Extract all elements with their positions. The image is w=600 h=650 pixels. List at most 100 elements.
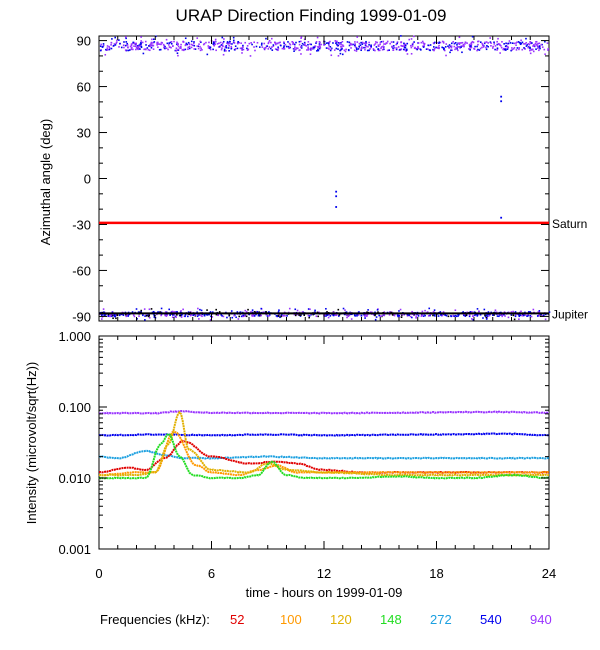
- azimuth-point: [511, 42, 514, 44]
- azimuth-point: [354, 46, 357, 48]
- azimuth-point: [445, 43, 448, 45]
- azimuth-point: [437, 315, 440, 317]
- azimuth-point: [293, 43, 296, 46]
- azimuth-point: [540, 43, 543, 46]
- azimuth-point: [479, 313, 482, 316]
- azimuth-point: [341, 46, 343, 48]
- azimuth-point: [496, 48, 499, 50]
- azimuth-point: [265, 311, 267, 313]
- azimuth-point: [342, 307, 345, 310]
- azimuth-point: [242, 46, 244, 49]
- azimuth-point: [318, 44, 321, 47]
- azimuth-point: [372, 49, 375, 51]
- azimuth-point: [393, 46, 396, 49]
- series-line-940: [99, 409, 550, 415]
- azimuth-point: [277, 314, 280, 317]
- azimuth-point: [347, 49, 350, 51]
- azimuth-point: [487, 45, 489, 48]
- azimuth-point: [455, 47, 457, 49]
- azimuth-point: [140, 42, 142, 45]
- azimuth-point: [212, 43, 215, 45]
- azimuth-point: [303, 44, 306, 47]
- azimuth-point: [361, 46, 363, 48]
- azimuth-point: [445, 54, 447, 57]
- azimuth-point: [442, 47, 445, 49]
- azimuth-point: [455, 315, 458, 318]
- azimuth-point: [537, 314, 540, 317]
- azimuth-point: [494, 309, 497, 312]
- azimuth-point: [376, 41, 378, 44]
- azimuth-point: [347, 315, 350, 317]
- azimuth-point: [520, 310, 522, 313]
- azimuth-point: [433, 47, 436, 50]
- legend-entry-540: 540: [480, 612, 502, 627]
- azimuth-point: [438, 47, 440, 50]
- azimuth-point: [125, 313, 127, 316]
- azimuth-point: [317, 49, 320, 52]
- azimuth-point: [268, 314, 271, 316]
- azimuth-point: [223, 38, 225, 40]
- azimuth-point: [99, 45, 102, 48]
- azimuth-point: [378, 49, 381, 52]
- azimuth-point: [173, 311, 176, 313]
- azimuth-point: [160, 314, 162, 317]
- azimuth-point: [490, 44, 492, 47]
- azimuth-point: [228, 50, 230, 52]
- azimuth-point: [360, 314, 363, 317]
- azimuth-point: [468, 314, 471, 316]
- azimuth-point: [448, 44, 451, 46]
- azimuth-point: [364, 44, 367, 47]
- azimuth-point: [140, 43, 142, 46]
- azimuth-point: [337, 48, 339, 50]
- azimuth-point: [329, 49, 332, 52]
- azimuth-point: [135, 43, 138, 45]
- azimuth-point: [106, 48, 109, 51]
- azimuth-point: [232, 36, 235, 39]
- azimuth-point: [366, 49, 369, 52]
- azimuth-point: [244, 41, 247, 44]
- azimuth-point: [487, 311, 490, 313]
- azimuth-point: [364, 46, 367, 49]
- azimuth-point: [427, 48, 429, 50]
- azimuth-point: [250, 311, 252, 313]
- azimuth-point: [361, 43, 364, 45]
- azimuth-point: [175, 47, 178, 50]
- azimuth-point: [443, 48, 445, 51]
- azimuth-point: [180, 45, 182, 48]
- azimuth-point: [368, 44, 370, 46]
- azimuth-point: [105, 49, 108, 51]
- azimuth-point: [229, 40, 231, 43]
- azimuth-point: [267, 41, 270, 44]
- azimuth-point: [471, 40, 474, 43]
- x-tick-label: 0: [95, 566, 102, 581]
- azimuth-point: [472, 318, 475, 321]
- azimuth-point: [507, 316, 510, 319]
- azimuth-point: [444, 314, 446, 316]
- azimuth-point: [130, 48, 133, 51]
- azimuth-point: [375, 46, 378, 48]
- azimuth-point: [403, 45, 405, 48]
- azimuth-point: [108, 315, 111, 317]
- azimuth-point: [218, 42, 220, 45]
- azimuth-point: [101, 316, 104, 318]
- azimuth-point: [118, 46, 120, 48]
- azimuth-point: [236, 311, 239, 313]
- azimuth-point: [115, 317, 117, 320]
- azimuth-point: [292, 41, 294, 44]
- azimuth-point: [481, 46, 483, 49]
- legend-entry-940: 940: [530, 612, 552, 627]
- azimuth-point: [405, 50, 407, 52]
- azimuth-point: [198, 318, 200, 320]
- azimuth-point: [423, 43, 426, 45]
- azimuth-point: [289, 43, 292, 46]
- azimuth-point: [137, 48, 139, 51]
- azimuth-point: [169, 46, 171, 49]
- azimuth-point: [453, 315, 456, 317]
- azimuth-point: [132, 42, 134, 45]
- azimuth-point: [222, 45, 224, 48]
- azimuth-point: [510, 311, 513, 313]
- azimuth-point: [265, 46, 267, 49]
- azimuth-point: [520, 39, 522, 42]
- azimuth-point: [219, 41, 222, 44]
- azimuth-point: [515, 44, 517, 46]
